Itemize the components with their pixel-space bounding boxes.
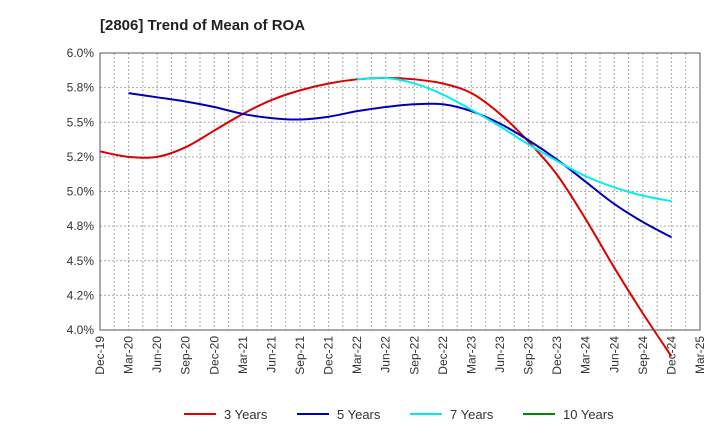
x-tick-label: Jun-21: [264, 336, 278, 373]
series-lines: [99, 76, 673, 357]
x-tick-label: Jun-22: [379, 336, 393, 373]
x-tick-label: Mar-22: [350, 336, 364, 374]
series-line-7-years: [357, 76, 672, 203]
y-tick-label: 5.2%: [67, 150, 95, 164]
x-tick-label: Mar-25: [693, 336, 707, 374]
x-tick-label: Sep-23: [522, 336, 536, 375]
plot-border: [99, 52, 701, 331]
y-tick-label: 5.8%: [67, 81, 95, 95]
y-tick-label: 5.5%: [67, 115, 95, 129]
x-tick-label: Dec-23: [550, 336, 564, 375]
y-tick-label: 4.0%: [67, 323, 95, 337]
x-tick-label: Dec-20: [207, 336, 221, 375]
x-tick-label: Dec-22: [436, 336, 450, 375]
y-tick-label: 4.2%: [67, 288, 95, 302]
x-tick-label: Mar-23: [464, 336, 478, 374]
y-tick-label: 6.0%: [67, 46, 95, 60]
y-tick-label: 4.5%: [67, 254, 95, 268]
x-tick-label: Mar-20: [122, 336, 136, 374]
legend: 3 Years 5 Years 7 Years 10 Years: [184, 407, 614, 422]
legend-label-3-years: 3 Years: [224, 407, 268, 422]
x-tick-label: Sep-20: [179, 336, 193, 375]
x-tick-label: Dec-21: [322, 336, 336, 375]
x-tick-label: Jun-20: [150, 336, 164, 373]
x-tick-label: Jun-23: [493, 336, 507, 373]
x-tick-label: Dec-24: [664, 336, 678, 375]
series-line-5-years: [128, 92, 672, 239]
x-tick-label: Sep-24: [636, 336, 650, 375]
y-axis-ticks: 4.0% 4.2% 4.5% 4.8% 5.0% 5.2% 5.5% 5.8% 6.0%: [67, 46, 95, 337]
grid: [100, 53, 700, 330]
x-tick-label: Sep-22: [407, 336, 421, 375]
y-tick-label: 5.0%: [67, 185, 95, 199]
x-tick-label: Mar-21: [236, 336, 250, 374]
x-tick-label: Sep-21: [293, 336, 307, 375]
x-axis-ticks: Dec-19 Mar-20 Jun-20 Sep-20 Dec-20 Mar-21 Jun-…: [93, 336, 707, 375]
y-tick-label: 4.8%: [67, 219, 95, 233]
x-tick-label: Jun-24: [607, 336, 621, 373]
chart-title: [2806] Trend of Mean of ROA: [100, 17, 305, 34]
legend-label-10-years: 10 Years: [563, 407, 614, 422]
legend-label-5-years: 5 Years: [337, 407, 381, 422]
legend-label-7-years: 7 Years: [450, 407, 494, 422]
x-tick-label: Dec-19: [93, 336, 107, 375]
x-tick-label: Mar-24: [579, 336, 593, 374]
